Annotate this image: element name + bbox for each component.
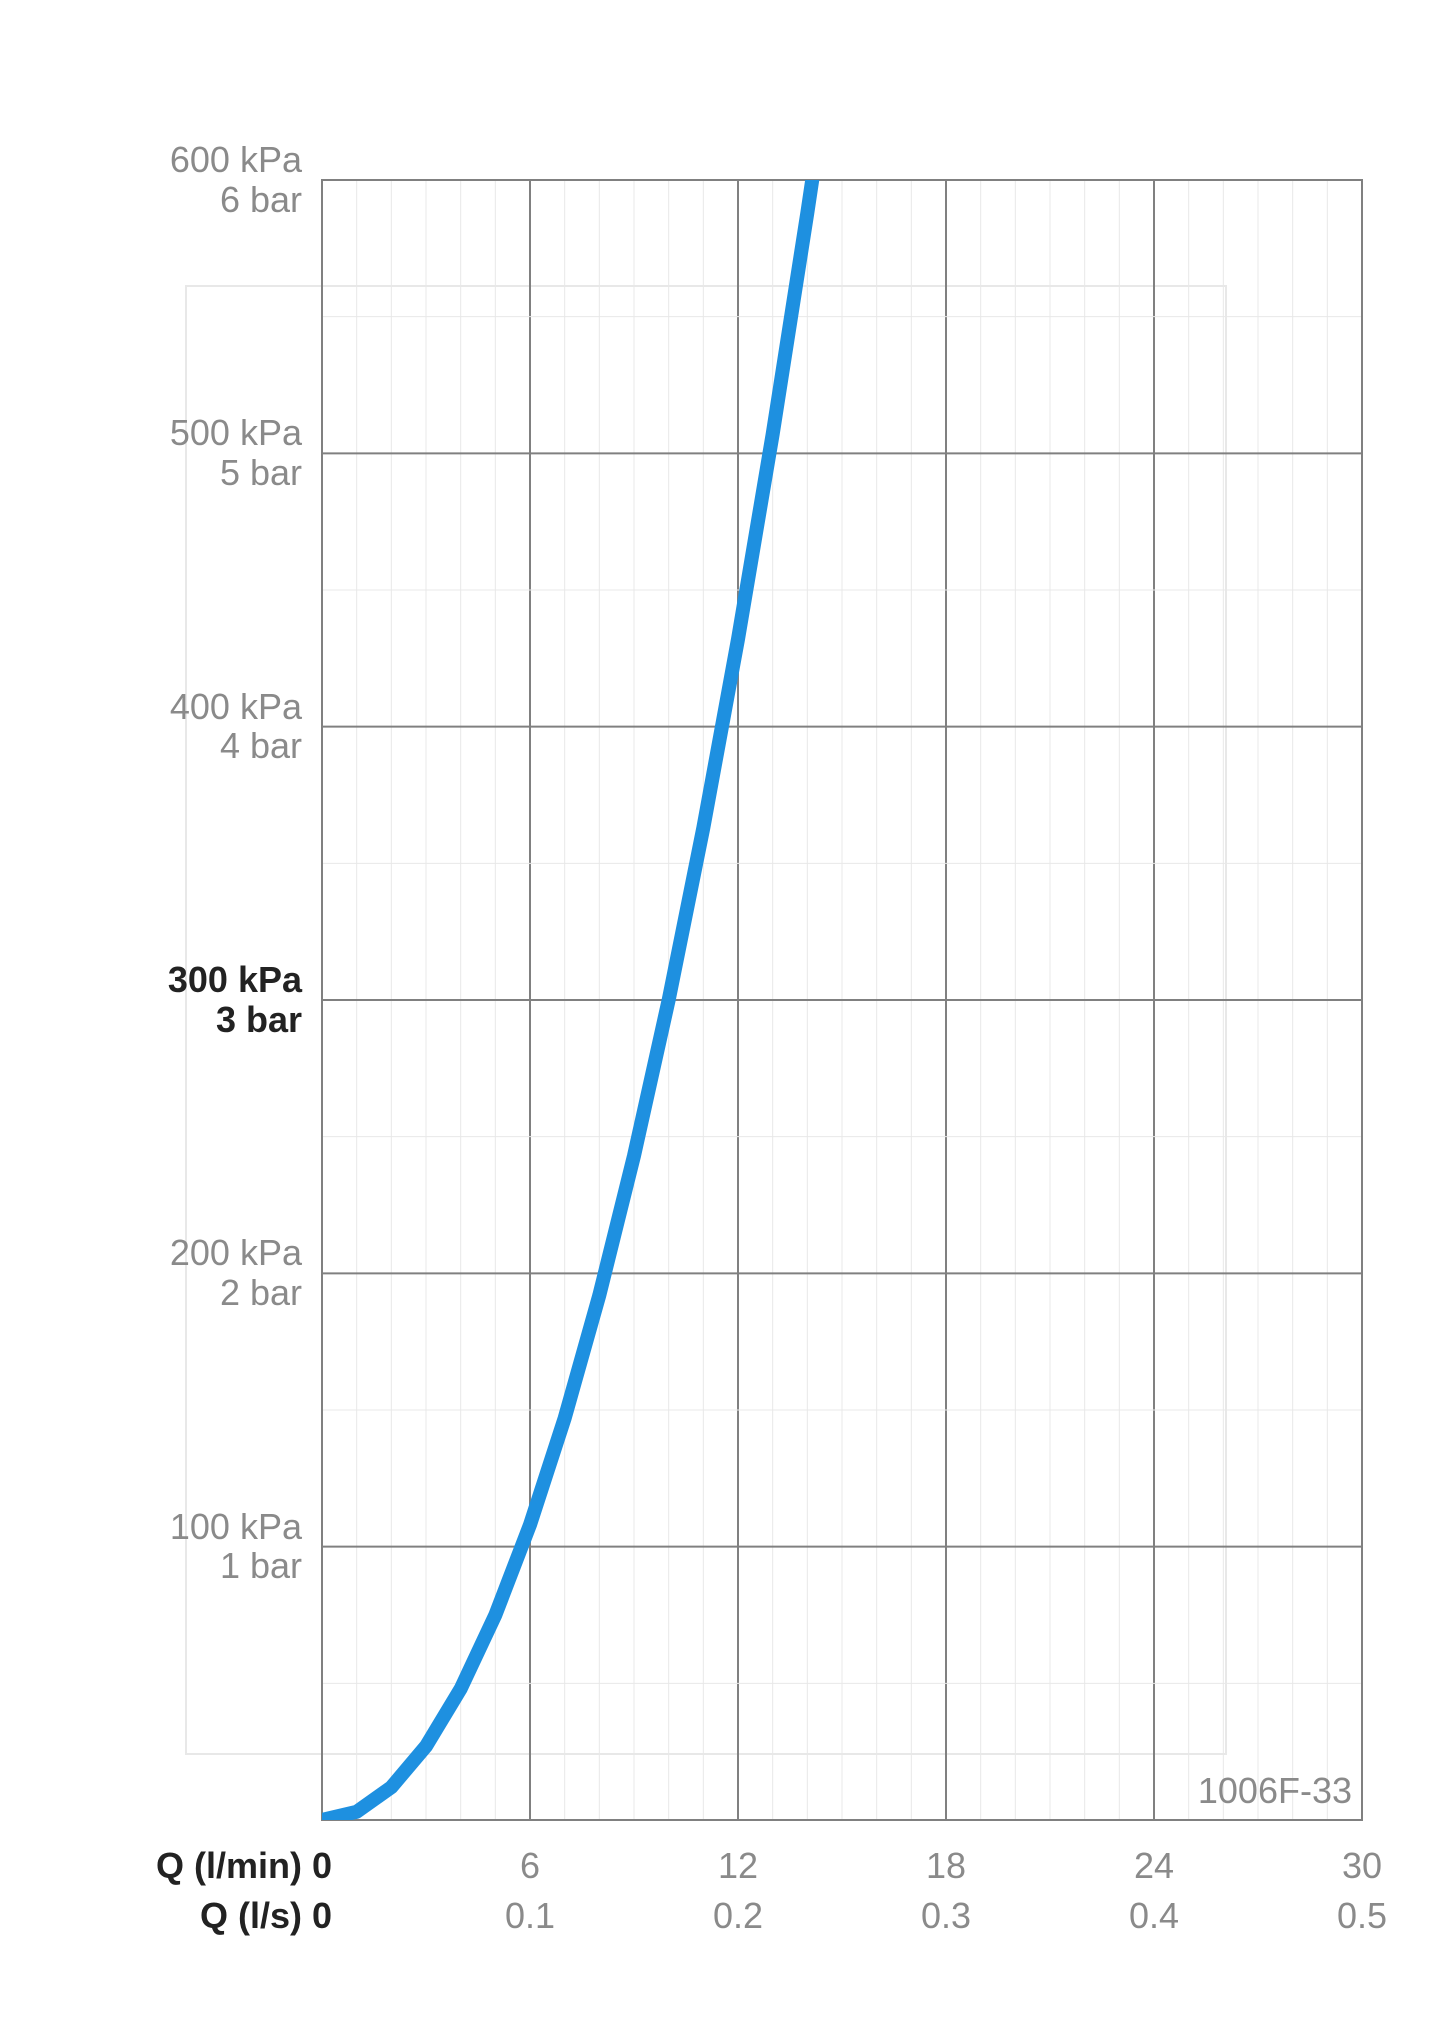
y-tick-kpa: 600 kPa <box>122 140 302 180</box>
x-tick-lmin: 24 <box>1104 1845 1204 1887</box>
y-tick-bar: 2 bar <box>122 1273 302 1313</box>
y-tick-label: 100 kPa1 bar <box>122 1507 302 1586</box>
x-tick-lmin: 30 <box>1312 1845 1412 1887</box>
x-tick-ls: 0.3 <box>896 1895 996 1937</box>
y-tick-bar: 6 bar <box>122 180 302 220</box>
y-tick-kpa: 100 kPa <box>122 1507 302 1547</box>
y-tick-kpa: 200 kPa <box>122 1233 302 1273</box>
y-tick-kpa: 300 kPa <box>122 960 302 1000</box>
chart-page: 100 kPa1 bar 200 kPa2 bar 300 kPa3 bar 400 … <box>0 0 1440 2036</box>
x-tick-lmin: 12 <box>688 1845 788 1887</box>
x-tick-lmin: 6 <box>480 1845 580 1887</box>
x-tick-ls: 0.2 <box>688 1895 788 1937</box>
x-tick-ls: 0 <box>272 1895 372 1937</box>
y-tick-bar: 3 bar <box>122 1000 302 1040</box>
y-tick-kpa: 400 kPa <box>122 687 302 727</box>
y-tick-label: 200 kPa2 bar <box>122 1233 302 1312</box>
y-tick-bar: 5 bar <box>122 453 302 493</box>
x-tick-ls: 0.5 <box>1312 1895 1412 1937</box>
x-tick-lmin: 18 <box>896 1845 996 1887</box>
y-tick-label: 300 kPa3 bar <box>122 960 302 1039</box>
y-tick-label: 400 kPa4 bar <box>122 687 302 766</box>
x-tick-lmin: 0 <box>272 1845 372 1887</box>
x-tick-ls: 0.4 <box>1104 1895 1204 1937</box>
y-tick-bar: 4 bar <box>122 726 302 766</box>
y-tick-label: 500 kPa5 bar <box>122 413 302 492</box>
y-tick-bar: 1 bar <box>122 1546 302 1586</box>
y-tick-kpa: 500 kPa <box>122 413 302 453</box>
y-tick-label: 600 kPa6 bar <box>122 140 302 219</box>
x-tick-ls: 0.1 <box>480 1895 580 1937</box>
chart-id-label: 1006F-33 <box>1142 1770 1352 1812</box>
